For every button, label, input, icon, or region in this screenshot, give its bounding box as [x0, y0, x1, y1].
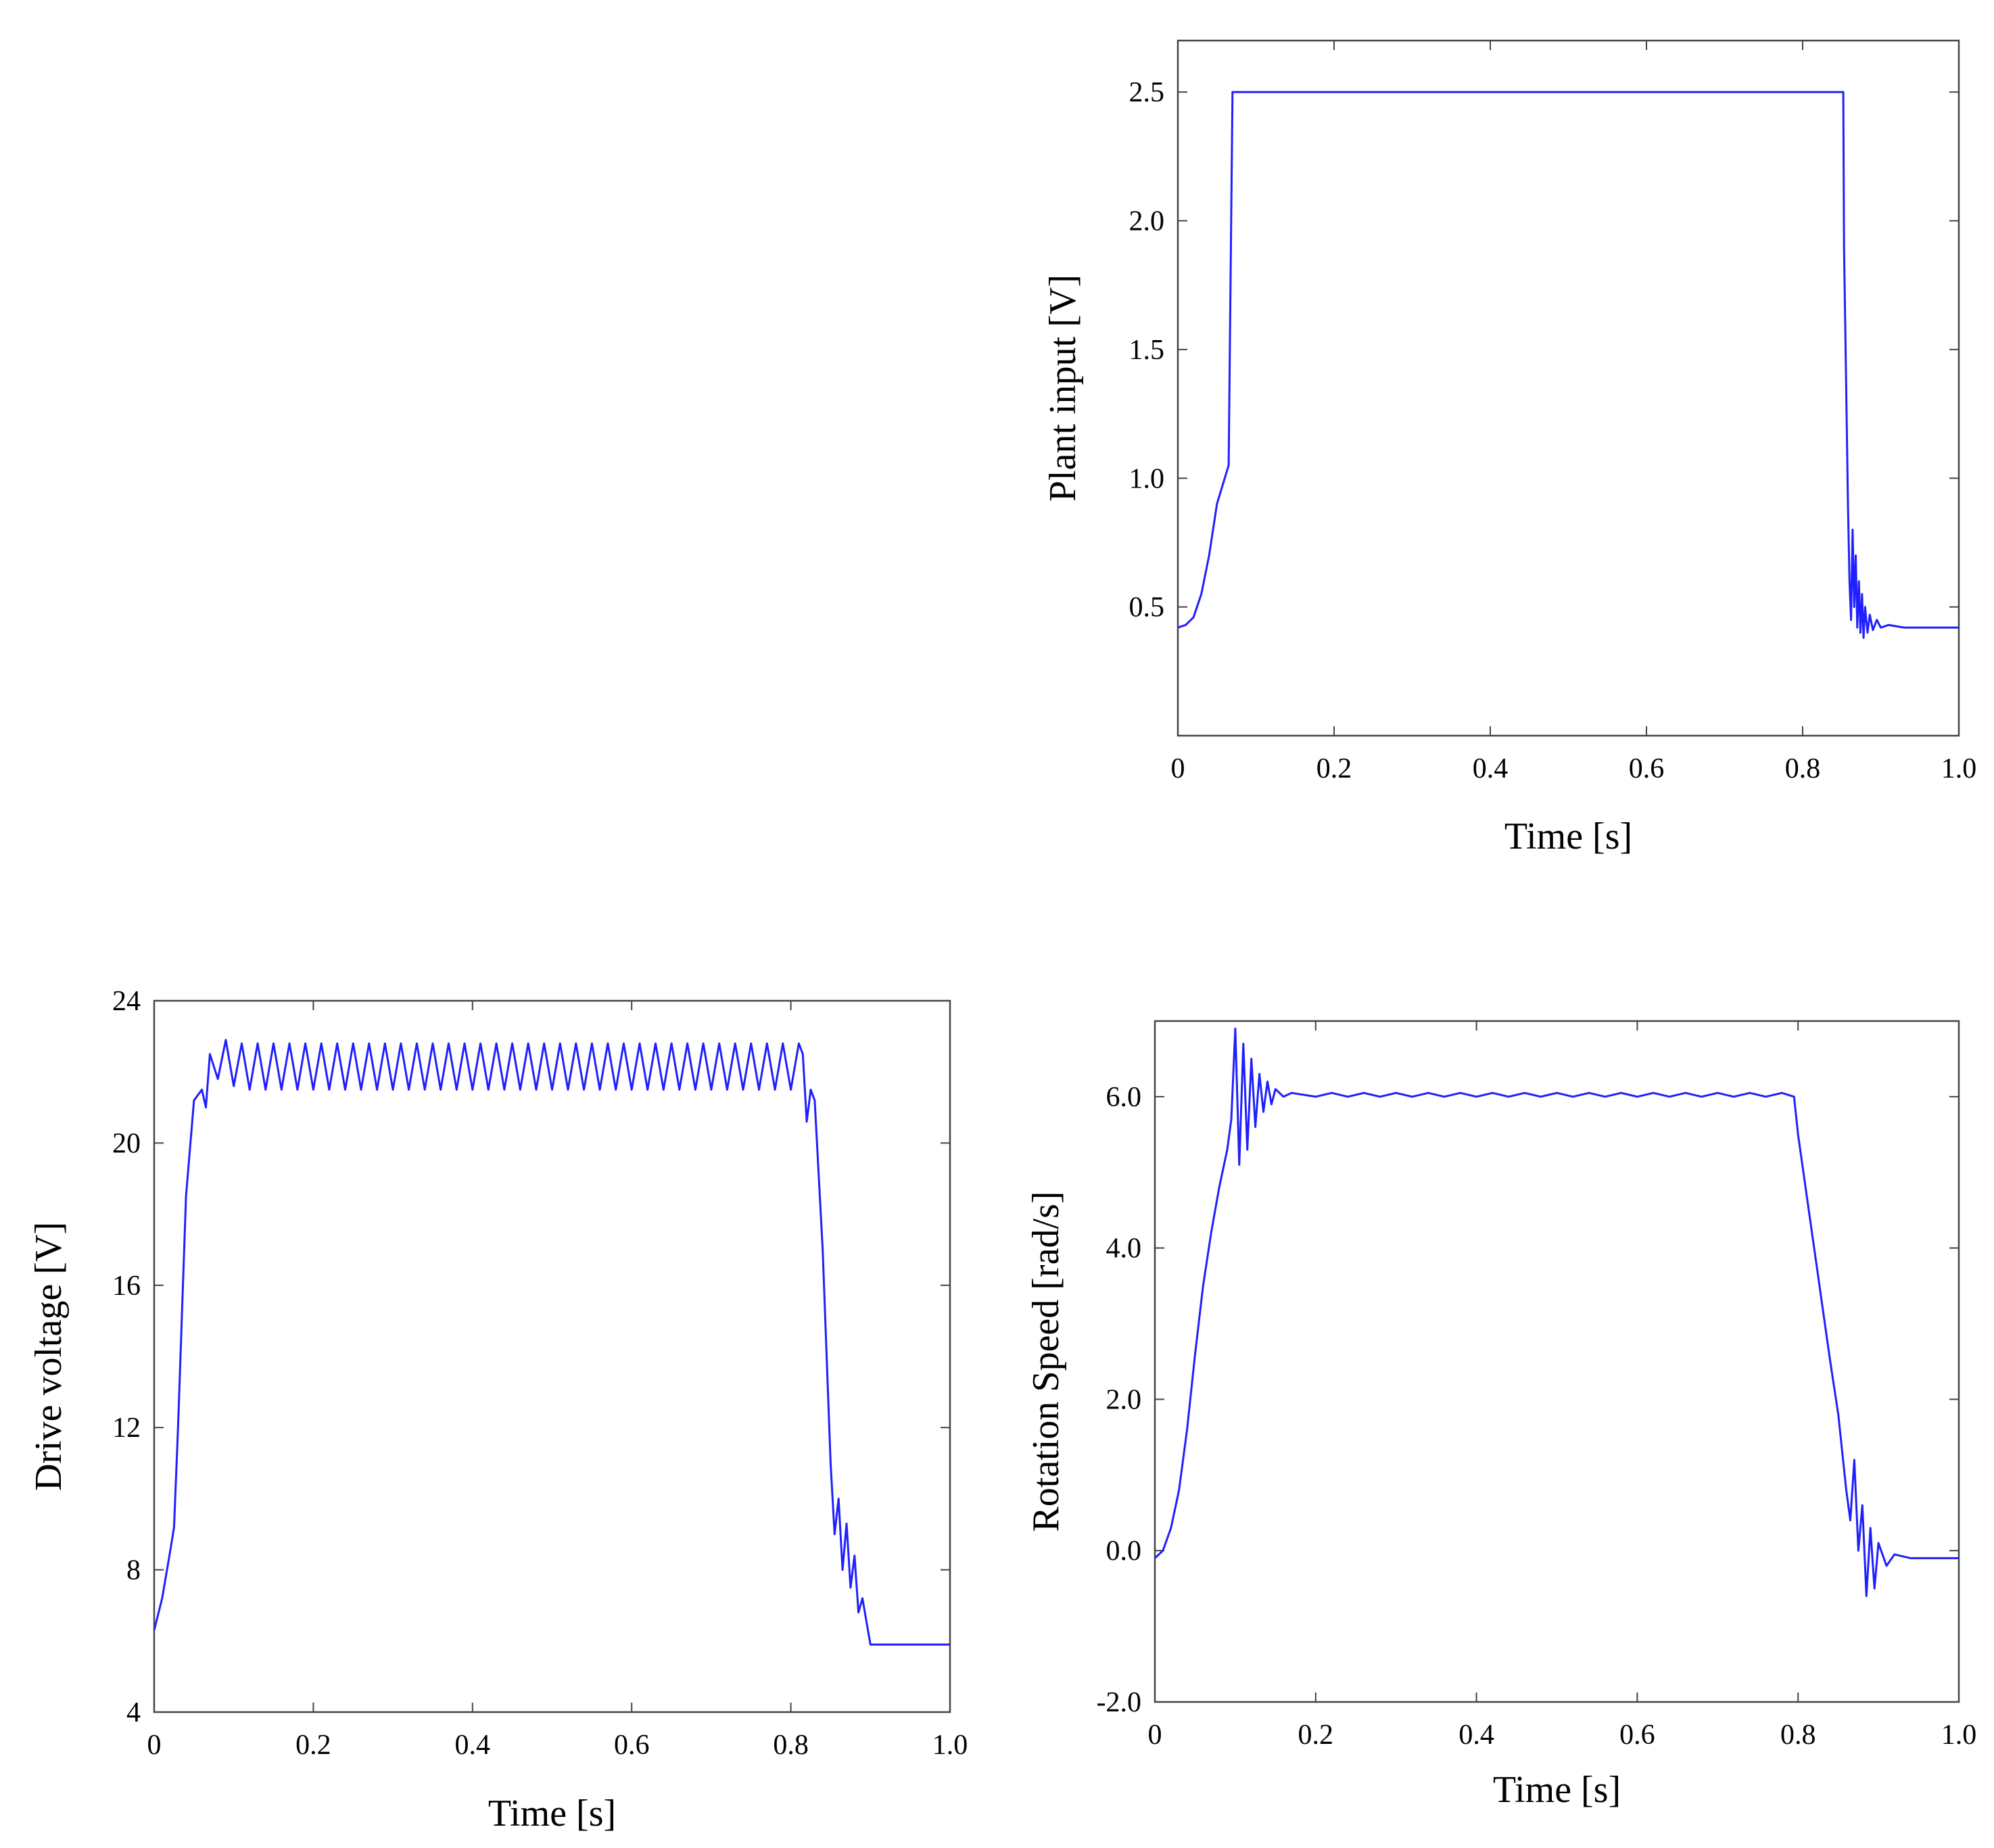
rotation-speed-y-tick-label: 6.0	[1106, 1082, 1142, 1113]
plant-input-x-tick-label: 0.8	[1785, 753, 1821, 784]
rotation-speed-chart: 0 0.2 0.4 0.6 0.8 1.0 -2.0 0.0 2.0 4.0 6.0 Time [s]…	[1025, 1020, 1977, 1811]
rotation-speed-y-axis-title: Rotation Speed [rad/s]	[1025, 1191, 1067, 1532]
plant-input-x-tick-label: 0	[1171, 753, 1185, 784]
plant-input-chart: 0 0.2 0.4 0.6 0.8 1.0 0.5 1.0 1.5 2.0 2.5 Time [s] P…	[1042, 39, 1977, 857]
rotation-speed-series-line	[1154, 1027, 1959, 1597]
plant-input-x-tick-label: 1.0	[1941, 753, 1977, 784]
plant-input-y-tick-label: 2.0	[1129, 206, 1165, 237]
drive-voltage-plot-frame	[153, 999, 951, 1713]
plant-input-y-tick-label: 1.0	[1129, 463, 1165, 494]
rotation-speed-x-tick-label: 0.4	[1458, 1720, 1494, 1751]
drive-voltage-y-tick-label: 16	[112, 1271, 141, 1302]
drive-voltage-x-tick-label: 0.4	[455, 1730, 491, 1761]
drive-voltage-x-tick-label: 0.8	[773, 1730, 809, 1761]
drive-voltage-x-tick-label: 0.2	[295, 1730, 331, 1761]
rotation-speed-y-tick-label: 0.0	[1106, 1536, 1142, 1567]
drive-voltage-y-axis-title: Drive voltage [V]	[28, 1222, 70, 1491]
drive-voltage-x-axis-title: Time [s]	[488, 1793, 616, 1834]
rotation-speed-x-tick-label: 1.0	[1941, 1720, 1977, 1751]
rotation-speed-x-tick-label: 0.8	[1780, 1720, 1816, 1751]
drive-voltage-y-tick-label: 4	[126, 1697, 141, 1728]
drive-voltage-series-line	[153, 1039, 950, 1646]
rotation-speed-y-tick-label: 2.0	[1106, 1384, 1142, 1415]
rotation-speed-y-tick-label: -2.0	[1097, 1687, 1142, 1718]
drive-voltage-y-tick-label: 8	[126, 1555, 141, 1586]
rotation-speed-y-tick-label: 4.0	[1106, 1233, 1142, 1264]
plant-input-x-axis-title: Time [s]	[1504, 815, 1632, 857]
plant-input-series-line	[1177, 91, 1959, 639]
drive-voltage-chart: 0 0.2 0.4 0.6 0.8 1.0 4 8 12 16 20 24 Time [s] Drive …	[28, 986, 968, 1834]
plant-input-x-tick-label: 0.4	[1473, 753, 1509, 784]
rotation-speed-x-tick-label: 0	[1148, 1720, 1162, 1751]
rotation-speed-plot-frame	[1154, 1020, 1960, 1703]
plant-input-y-tick-label: 1.5	[1129, 335, 1165, 366]
rotation-speed-x-tick-label: 0.2	[1298, 1720, 1334, 1751]
plant-input-plot-frame	[1177, 39, 1960, 737]
rotation-speed-x-axis-title: Time [s]	[1493, 1769, 1621, 1811]
rotation-speed-x-tick-label: 0.6	[1619, 1720, 1655, 1751]
drive-voltage-y-tick-label: 12	[112, 1413, 141, 1444]
plant-input-x-tick-label: 0.6	[1629, 753, 1665, 784]
drive-voltage-x-tick-label: 0.6	[614, 1730, 650, 1761]
drive-voltage-x-tick-label: 1.0	[932, 1730, 968, 1761]
drive-voltage-y-tick-label: 24	[112, 986, 141, 1017]
plant-input-y-tick-label: 2.5	[1129, 77, 1165, 108]
plant-input-x-tick-label: 0.2	[1316, 753, 1352, 784]
drive-voltage-y-tick-label: 20	[112, 1128, 141, 1159]
plant-input-y-axis-title: Plant input [V]	[1042, 275, 1084, 502]
drive-voltage-x-tick-label: 0	[147, 1730, 162, 1761]
plant-input-y-tick-label: 0.5	[1129, 592, 1165, 623]
